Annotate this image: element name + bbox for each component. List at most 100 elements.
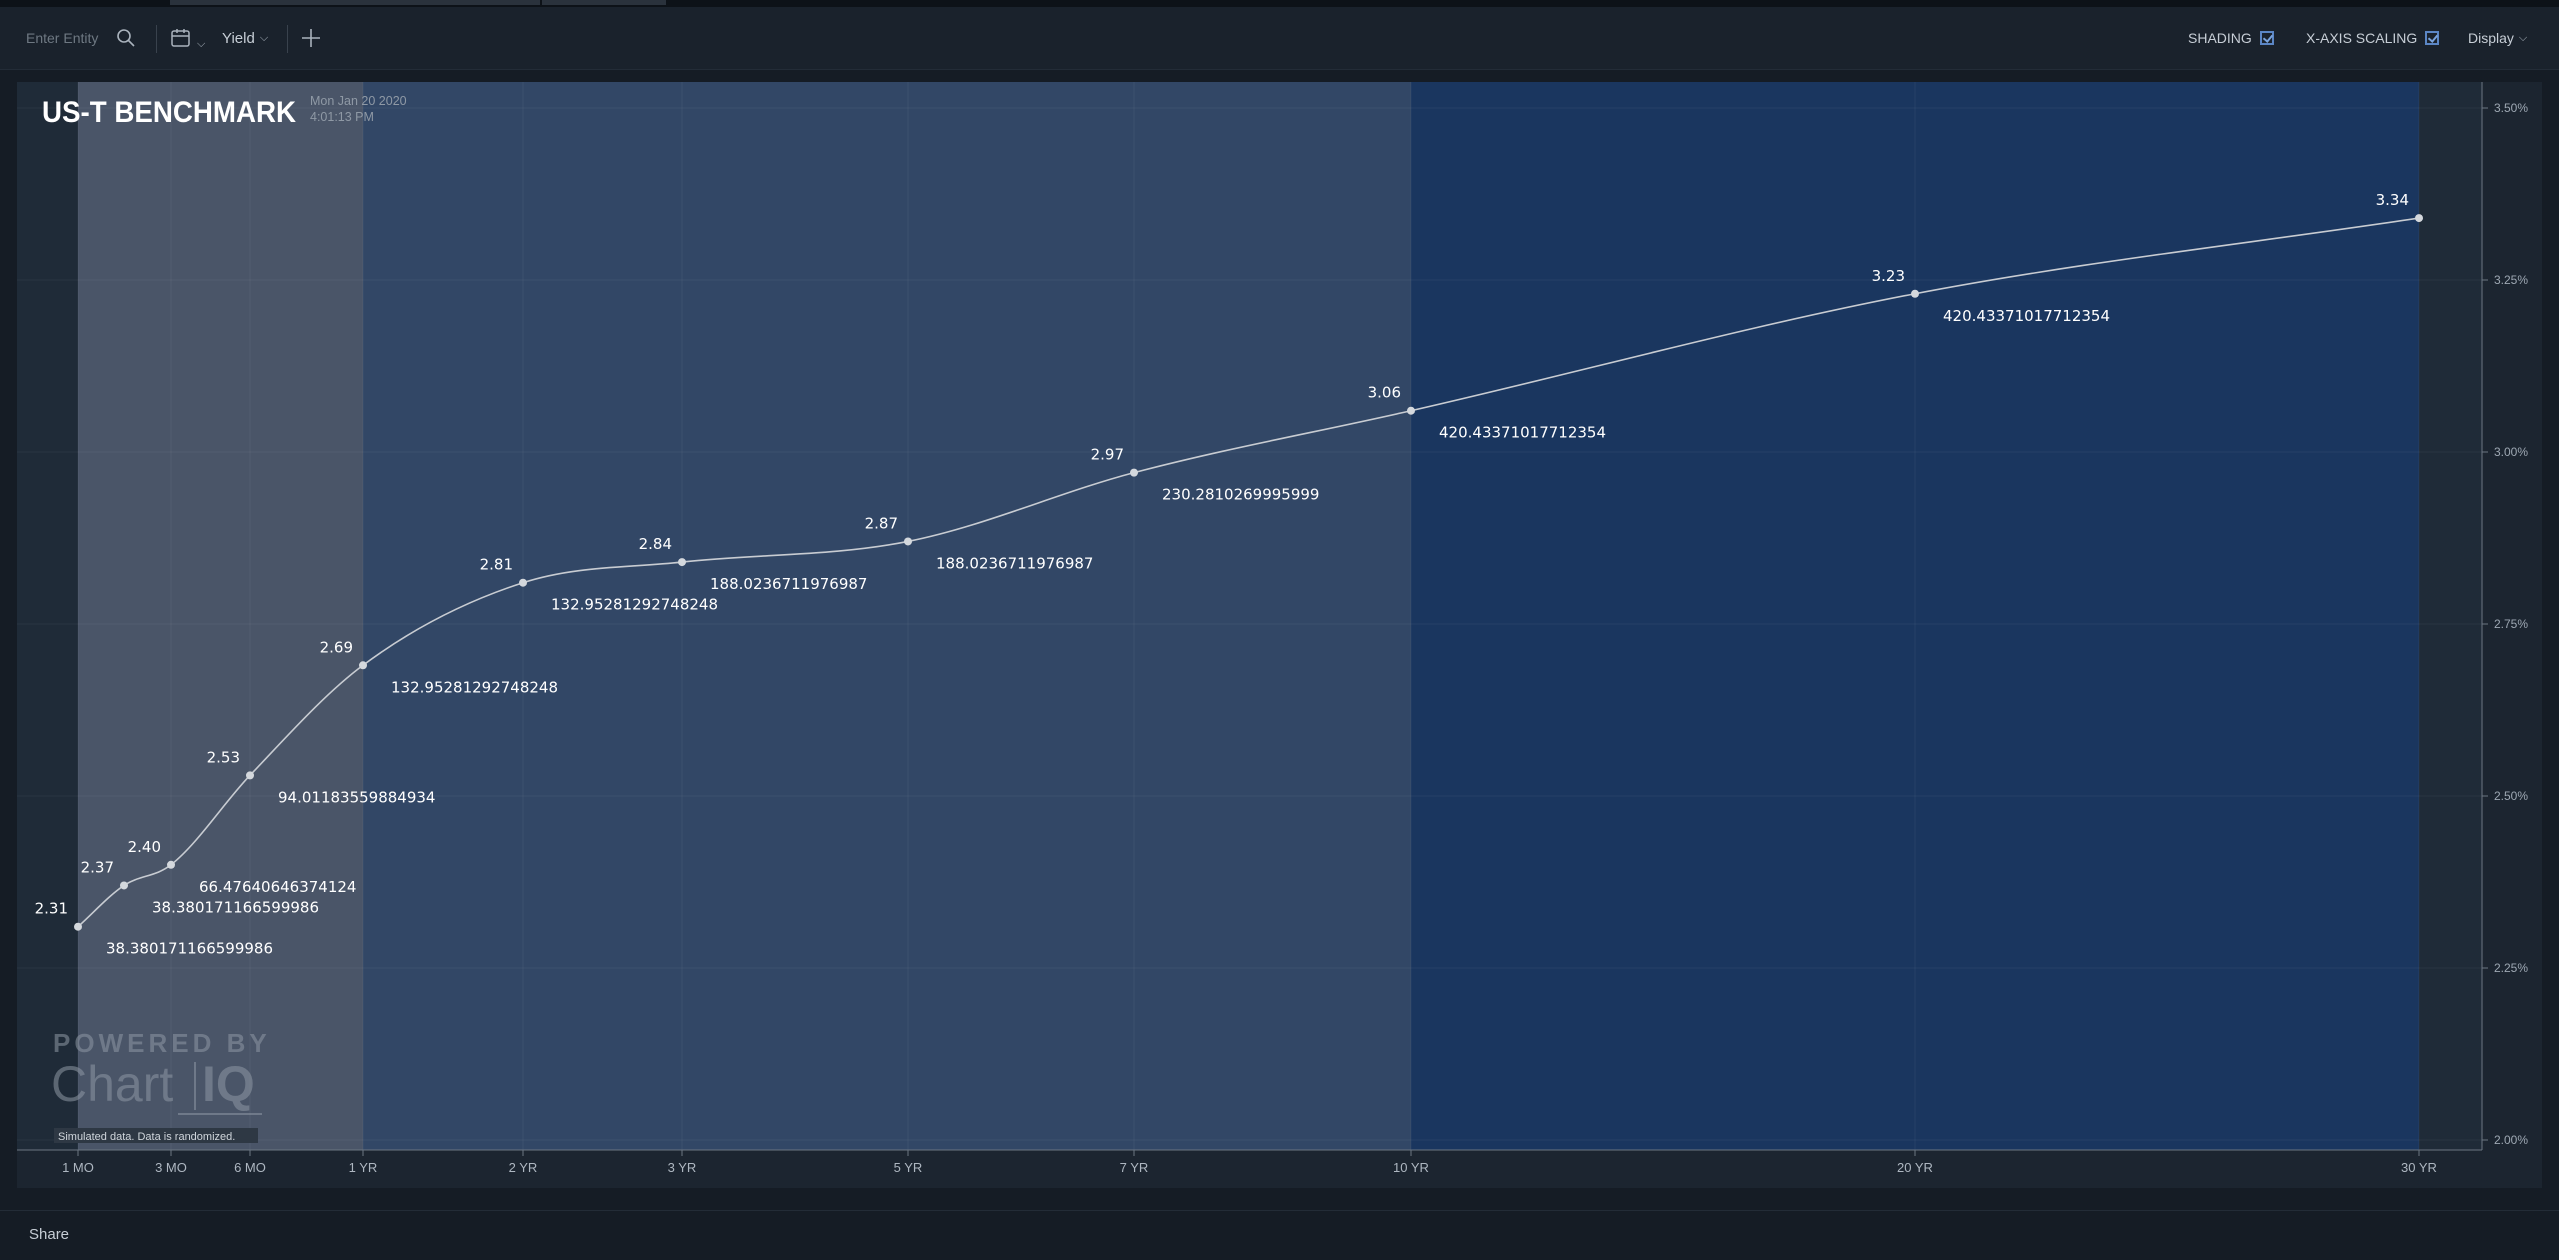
yield-value-label: 2.40 [128,838,161,856]
display-dropdown[interactable]: Display ⌵ [2468,7,2527,69]
add-button[interactable] [300,7,322,69]
y-tick-label: 2.75% [2494,617,2528,631]
search-button[interactable] [116,7,136,69]
chevron-down-icon: ⌵ [259,31,269,44]
spread-value-label: 420.43371017712354 [1439,424,1606,442]
y-axis-ticks: 2.00% 2.25% 2.50% 2.75% 3.00% 3.25% 3.50% [2482,101,2528,1147]
chart-date: Mon Jan 20 2020 [310,94,407,108]
x-tick-label: 7 YR [1120,1160,1149,1175]
x-tick-label: 2 YR [509,1160,538,1175]
yield-point[interactable] [519,578,527,587]
footer-bar: Share [0,1210,2559,1260]
disclaimer-background [54,1128,258,1143]
chart-container: 2.00% 2.25% 2.50% 2.75% 3.00% 3.25% 3.50% 1 MO… [0,70,2559,1210]
shading-bands [78,82,2419,1150]
yield-value-label: 2.84 [639,535,672,553]
yield-value-label: 2.31 [35,900,68,918]
x-tick-label: 30 YR [2401,1160,2437,1175]
spread-value-label: 132.95281292748248 [391,678,558,696]
spread-value-label: 38.380171166599986 [106,940,273,958]
spread-value-label: 188.0236711976987 [936,554,1093,572]
spread-value-label: 188.0236711976987 [710,575,867,593]
chartiq-watermark: POWERED BY Chart IQ [51,1028,271,1115]
y-tick-label: 3.00% [2494,445,2528,459]
x-axis-scaling-toggle[interactable]: X-AXIS SCALING [2306,7,2440,69]
yield-value-label: 2.37 [81,858,114,876]
yield-point[interactable] [246,771,254,780]
x-tick-label: 5 YR [894,1160,923,1175]
browser-tab[interactable] [542,0,666,5]
entity-search-input[interactable] [26,25,116,51]
watermark-brand-iq: IQ [202,1056,255,1112]
yield-point[interactable] [904,537,912,546]
yield-value-label: 2.87 [865,514,898,532]
spread-value-label: 420.43371017712354 [1943,307,2110,325]
toolbar-separator [156,25,157,53]
spread-value-label: 66.47640646374124 [199,878,356,896]
yield-value-label: 2.81 [480,556,513,574]
spread-value-label: 38.380171166599986 [152,898,319,916]
toolbar-separator [287,25,288,53]
yield-point[interactable] [2415,214,2423,223]
x-tick-label: 3 MO [155,1160,187,1175]
browser-tab[interactable] [170,0,540,5]
spread-value-label: 132.95281292748248 [551,596,718,614]
disclaimer-text: Simulated data. Data is randomized. [58,1131,235,1143]
shading-checkbox[interactable] [2259,31,2274,45]
yield-value-label: 3.06 [1368,384,1401,402]
yield-curve-line [77,217,2420,928]
toolbar: ⌵ Yield ⌵ SHADING X-AXIS SCALING Display… [0,7,2559,70]
chart-title: US-T BENCHMARK [42,96,296,129]
x-axis-scaling-checkbox[interactable] [2425,31,2440,45]
date-picker-button[interactable]: ⌵ [170,7,205,69]
shading-band [363,82,1411,1150]
x-tick-label: 3 YR [668,1160,697,1175]
shading-label: SHADING [2188,30,2252,46]
calendar-icon [171,29,190,47]
shading-band [78,82,363,1150]
x-axis-scaling-label: X-AXIS SCALING [2306,30,2418,46]
yield-curve-chart[interactable]: 2.00% 2.25% 2.50% 2.75% 3.00% 3.25% 3.50% 1 MO… [0,70,2559,1210]
display-dropdown-label: Display [2468,30,2514,46]
yield-point[interactable] [74,922,82,931]
yield-value-label: 3.23 [1872,267,1905,285]
chevron-down-icon: ⌵ [197,37,206,50]
yield-point[interactable] [120,881,128,890]
y-tick-label: 2.25% [2494,961,2528,975]
yield-point[interactable] [1911,289,1919,298]
x-axis-ticks: 1 MO 3 MO 6 MO 1 YR 2 YR 3 YR 5 YR 7 YR 10 YR 20 … [62,1150,2437,1175]
yield-points: 2.31 38.380171166599986 2.37 38.38017116659… [35,191,2423,958]
yield-point[interactable] [359,661,367,670]
x-tick-label: 1 YR [349,1160,378,1175]
yield-value-label: 3.34 [2376,191,2409,209]
y-tick-label: 2.50% [2494,789,2528,803]
yield-point[interactable] [1130,468,1138,477]
yield-value-label: 2.69 [320,638,353,656]
gridlines [17,82,2482,1150]
yield-dropdown[interactable]: Yield ⌵ [222,7,268,69]
yield-point[interactable] [678,558,686,567]
x-tick-label: 10 YR [1393,1160,1429,1175]
x-tick-label: 1 MO [62,1160,94,1175]
y-tick-label: 3.50% [2494,101,2528,115]
watermark-brand-chart: Chart [51,1056,173,1112]
search-icon [117,29,135,47]
yield-point[interactable] [1407,406,1415,415]
shading-toggle[interactable]: SHADING [2188,7,2274,69]
yield-value-label: 2.97 [1091,446,1124,464]
plus-icon [302,29,320,47]
window-top-strip [0,0,2559,7]
shading-band [1411,82,2419,1150]
x-tick-label: 20 YR [1897,1160,1933,1175]
y-tick-label: 2.00% [2494,1133,2528,1147]
yield-value-label: 2.53 [207,748,240,766]
watermark-powered-by: POWERED BY [53,1028,271,1058]
y-tick-label: 3.25% [2494,273,2528,287]
chevron-down-icon: ⌵ [2518,31,2528,44]
spread-value-label: 94.01183559884934 [278,788,435,806]
share-button[interactable]: Share [29,1226,70,1243]
spread-value-label: 230.2810269995999 [1162,486,1319,504]
x-tick-label: 6 MO [234,1160,266,1175]
yield-dropdown-label: Yield [222,29,255,47]
yield-point[interactable] [167,860,175,869]
